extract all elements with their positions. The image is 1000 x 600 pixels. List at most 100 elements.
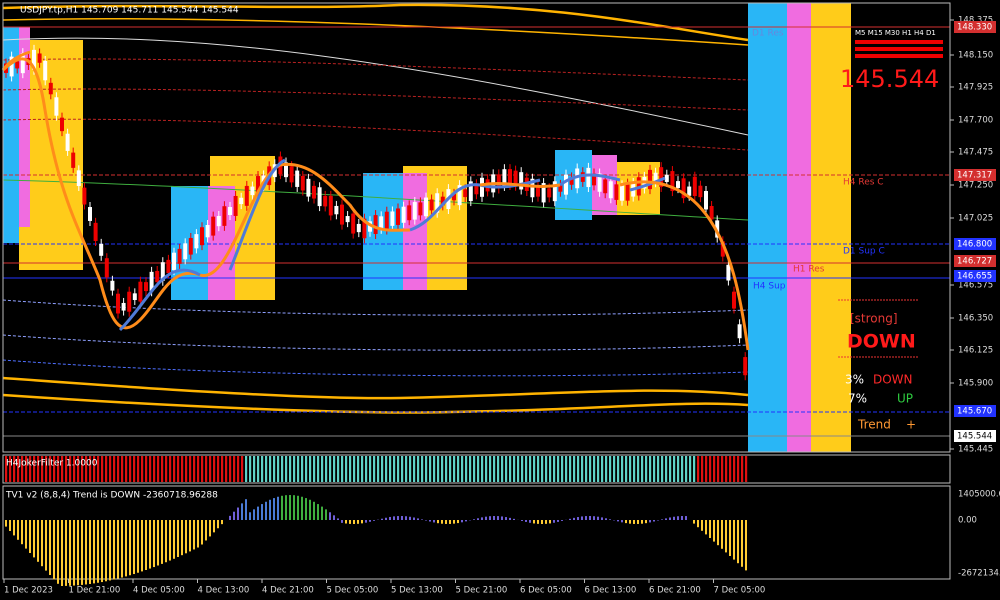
filter-bar [257, 456, 260, 482]
candle-body [480, 177, 484, 197]
filter-bar [269, 456, 272, 482]
candle-body [368, 221, 372, 232]
filter-bar [157, 456, 160, 482]
candle-body [104, 258, 109, 278]
filter-bar [97, 456, 100, 482]
candle-body [183, 243, 188, 260]
filter-bar [621, 456, 624, 482]
indicator-axis-label: -2672134.. [958, 569, 1000, 579]
time-label: 6 Dec 05:00 [520, 586, 572, 596]
filter-bar [377, 456, 380, 482]
price-label: 147.925 [958, 83, 993, 93]
filter-bar [325, 456, 328, 482]
candle-body [687, 186, 692, 196]
candle-body [435, 193, 440, 213]
band-line [2, 299, 749, 316]
filter-bar [453, 456, 456, 482]
filter-bar [201, 456, 204, 482]
trend-line [1, 50, 750, 351]
filter-bar [693, 456, 696, 482]
filter-bar [341, 456, 344, 482]
candle-body [121, 302, 126, 311]
candle-body [99, 243, 104, 256]
candle-body [144, 282, 148, 292]
price-box [954, 430, 996, 442]
candle-body [648, 169, 652, 190]
candle-body [390, 211, 395, 226]
price-box [954, 255, 996, 267]
filter-bar [501, 456, 504, 482]
candle-body [603, 179, 608, 194]
timeframes: M5 M15 M30 H1 H4 D1 [855, 29, 936, 37]
level-label: H4 Sup [753, 282, 786, 292]
filter-bar [413, 456, 416, 482]
candle-body [289, 166, 294, 183]
down-label: DOWN [873, 373, 913, 387]
candle-body [306, 178, 311, 197]
indicator-axis-label: 1405000.6 [958, 490, 1000, 500]
candle-body [743, 357, 748, 376]
candle-body [513, 170, 518, 186]
filter-bar [725, 456, 728, 482]
band-line [2, 88, 749, 111]
time-label: 6 Dec 13:00 [585, 586, 637, 596]
filter-bar [737, 456, 740, 482]
candle-body [468, 181, 473, 202]
candle-body [244, 185, 249, 206]
filter-bar [461, 456, 464, 482]
filter-bar [329, 456, 332, 482]
candle-body [429, 199, 434, 211]
direction: DOWN [847, 331, 916, 353]
band-line [2, 376, 749, 400]
candle-body [620, 185, 624, 201]
filter-bar [209, 456, 212, 482]
filter-bar [53, 456, 56, 482]
candle-body [401, 206, 406, 223]
candle-body [172, 252, 176, 271]
filter-bar [65, 456, 68, 482]
candle-body [76, 170, 81, 187]
filter-bar [705, 456, 708, 482]
filter-bar [129, 456, 132, 482]
candle-body [65, 133, 70, 151]
filter-bar [653, 456, 656, 482]
candle-body [709, 206, 714, 220]
filter-bar [477, 456, 480, 482]
filter-bar [225, 456, 228, 482]
candle-body [82, 187, 87, 205]
filter-bar [353, 456, 356, 482]
level-label: D1 Res [752, 29, 784, 39]
candle-body [116, 293, 120, 314]
filter-bar [597, 456, 600, 482]
candle-body [412, 202, 417, 220]
candle-body [614, 184, 619, 200]
signal-panel: M5 M15 M30 H1 H4 D1 145.544 [strong] DOW… [838, 29, 943, 432]
trend-line [2, 57, 411, 330]
candle-body [71, 152, 76, 168]
time-label: 6 Dec 21:00 [649, 586, 701, 596]
candle-body [351, 213, 356, 234]
tf-bar [855, 47, 943, 51]
candle-body [608, 181, 613, 199]
band-line [2, 17, 749, 46]
time-label: 5 Dec 21:00 [456, 586, 508, 596]
price-box [954, 238, 996, 250]
price-label: 146.350 [958, 314, 993, 324]
candle-body [328, 195, 333, 216]
filter-bar [309, 456, 312, 482]
filter-bar [701, 456, 704, 482]
candle-body [664, 174, 669, 182]
candle-body [54, 97, 59, 116]
filter-bar [313, 456, 316, 482]
strength: [strong] [850, 312, 898, 326]
trend-line [118, 158, 666, 332]
candle-body [340, 204, 344, 225]
candle-body [592, 173, 596, 186]
filter-bar [117, 456, 120, 482]
candle-body [177, 248, 182, 264]
price-box-label: 146.655 [957, 272, 992, 282]
candle-body [32, 49, 36, 70]
zone [748, 3, 787, 452]
price-axis: 148.375 148.150 147.925 147.700 147.475 147.2… [950, 16, 996, 455]
